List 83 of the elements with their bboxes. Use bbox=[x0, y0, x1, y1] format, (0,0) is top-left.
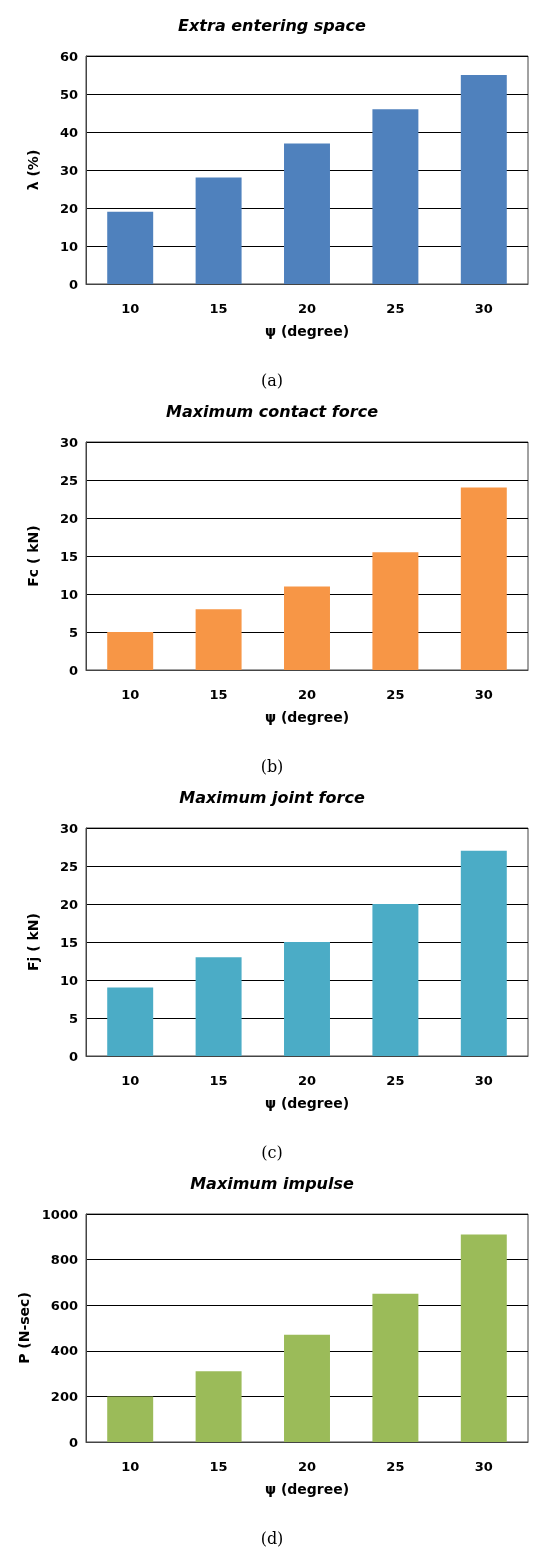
y-tick-label: 200 bbox=[50, 1388, 78, 1404]
chart-title: Maximum impulse bbox=[190, 1173, 354, 1193]
bar bbox=[460, 487, 507, 670]
y-tick-label: 0 bbox=[68, 276, 78, 292]
y-axis-title: Fc ( kN) bbox=[25, 525, 41, 587]
bar bbox=[372, 109, 419, 284]
y-tick-label: 0 bbox=[68, 662, 78, 678]
x-tick-label: 10 bbox=[121, 1073, 140, 1088]
y-tick-label: 20 bbox=[59, 200, 78, 216]
x-tick-label: 15 bbox=[209, 687, 228, 702]
x-tick-label: 20 bbox=[297, 1073, 317, 1088]
x-tick-label: 10 bbox=[121, 301, 140, 316]
y-tick-label: 25 bbox=[59, 858, 78, 874]
x-tick-label: 20 bbox=[297, 687, 317, 702]
x-tick-label: 25 bbox=[386, 687, 405, 702]
bar bbox=[195, 609, 242, 670]
bar bbox=[107, 987, 154, 1056]
y-tick-label: 400 bbox=[50, 1343, 78, 1359]
text: (c) bbox=[261, 1142, 283, 1162]
x-tick-label: 10 bbox=[121, 687, 140, 702]
y-tick-label: 10 bbox=[59, 972, 78, 988]
y-tick-label: 0 bbox=[68, 1434, 78, 1450]
x-tick-label: 25 bbox=[386, 1073, 405, 1088]
y-tick-label: 800 bbox=[50, 1252, 78, 1268]
bar bbox=[284, 143, 330, 284]
bar bbox=[195, 957, 242, 1056]
x-tick-label: 25 bbox=[386, 301, 405, 316]
x-tick-label: 20 bbox=[297, 1459, 317, 1474]
y-tick-label: 15 bbox=[59, 548, 78, 564]
chart-title: Maximum joint force bbox=[179, 787, 365, 807]
y-tick-label: 40 bbox=[59, 124, 78, 140]
y-tick-label: 10 bbox=[59, 238, 78, 254]
chart-title: Maximum contact force bbox=[165, 401, 379, 421]
bar bbox=[372, 552, 419, 670]
x-tick-label: 15 bbox=[209, 1073, 228, 1088]
chart-title: Extra entering space bbox=[178, 15, 367, 35]
y-axis-title: Fj ( kN) bbox=[25, 913, 41, 971]
y-tick-label: 1000 bbox=[41, 1206, 78, 1222]
x-tick-label: 30 bbox=[474, 1073, 493, 1088]
text: (b) bbox=[260, 756, 284, 776]
bar bbox=[372, 1293, 419, 1442]
x-tick-label: 20 bbox=[297, 301, 317, 316]
x-tick-label: 25 bbox=[386, 1459, 405, 1474]
bar bbox=[460, 850, 507, 1056]
bar bbox=[107, 632, 154, 670]
text: (a) bbox=[260, 370, 284, 390]
bar bbox=[284, 942, 330, 1056]
y-tick-label: 30 bbox=[59, 820, 78, 836]
y-axis-title: P (N-sec) bbox=[15, 1292, 32, 1364]
bar bbox=[284, 586, 330, 670]
bar bbox=[107, 211, 154, 284]
y-tick-label: 20 bbox=[59, 510, 78, 526]
y-tick-label: 5 bbox=[68, 1010, 78, 1026]
y-tick-label: 0 bbox=[68, 1048, 78, 1064]
y-tick-label: 600 bbox=[50, 1297, 78, 1313]
x-axis-title: ψ (degree) bbox=[264, 323, 350, 339]
y-tick-label: 50 bbox=[59, 86, 78, 102]
y-tick-label: 30 bbox=[59, 162, 78, 178]
x-tick-label: 30 bbox=[474, 1459, 493, 1474]
bar bbox=[284, 1334, 330, 1442]
y-tick-label: 20 bbox=[59, 896, 78, 912]
y-tick-label: 15 bbox=[59, 934, 78, 950]
y-axis-title: λ (%) bbox=[25, 149, 41, 191]
x-tick-label: 15 bbox=[209, 1459, 228, 1474]
bar bbox=[195, 177, 242, 284]
x-tick-label: 15 bbox=[209, 301, 228, 316]
bar bbox=[460, 1234, 507, 1442]
bar bbox=[372, 904, 419, 1056]
y-tick-label: 5 bbox=[68, 624, 78, 640]
bar bbox=[460, 75, 507, 284]
y-tick-label: 30 bbox=[59, 434, 78, 450]
y-tick-label: 10 bbox=[59, 586, 78, 602]
x-axis-title: ψ (degree) bbox=[264, 1095, 350, 1111]
x-tick-label: 10 bbox=[121, 1459, 140, 1474]
x-axis-title: ψ (degree) bbox=[264, 1481, 350, 1497]
x-tick-label: 30 bbox=[474, 301, 493, 316]
text: (d) bbox=[260, 1528, 284, 1548]
x-tick-label: 30 bbox=[474, 687, 493, 702]
y-tick-label: 60 bbox=[59, 48, 78, 64]
bar bbox=[195, 1371, 242, 1442]
bar bbox=[107, 1396, 154, 1442]
x-axis-title: ψ (degree) bbox=[264, 709, 350, 725]
y-tick-label: 25 bbox=[59, 472, 78, 488]
